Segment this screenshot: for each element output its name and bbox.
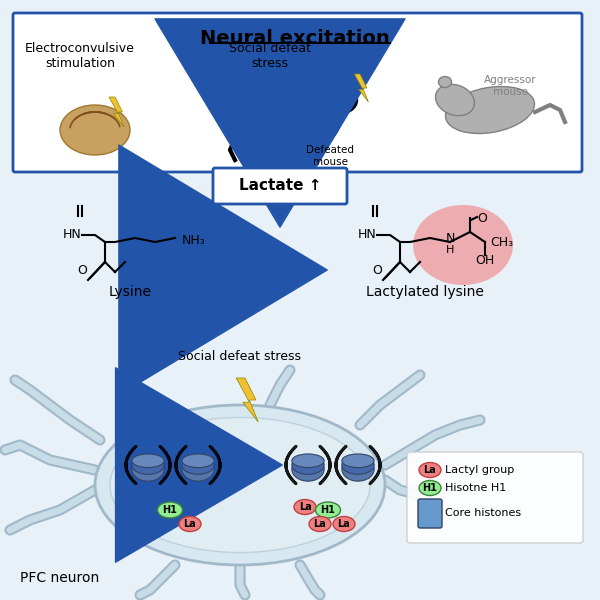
- Text: CH₃: CH₃: [490, 235, 513, 248]
- Ellipse shape: [342, 457, 374, 481]
- Text: H1: H1: [422, 483, 437, 493]
- Text: Lactate ↑: Lactate ↑: [239, 179, 321, 193]
- FancyBboxPatch shape: [407, 452, 583, 543]
- Ellipse shape: [446, 86, 535, 133]
- Text: La: La: [299, 502, 311, 512]
- Ellipse shape: [261, 92, 339, 144]
- Ellipse shape: [132, 455, 164, 475]
- Ellipse shape: [309, 517, 331, 532]
- Text: La: La: [338, 519, 350, 529]
- Ellipse shape: [110, 418, 370, 553]
- Ellipse shape: [182, 455, 214, 475]
- Ellipse shape: [60, 105, 130, 155]
- Text: Defeated
mouse: Defeated mouse: [306, 145, 354, 167]
- Ellipse shape: [292, 455, 324, 475]
- Text: Lysine: Lysine: [109, 285, 151, 299]
- Text: O: O: [477, 211, 487, 224]
- Ellipse shape: [294, 499, 316, 514]
- Ellipse shape: [182, 454, 214, 467]
- Ellipse shape: [132, 457, 164, 481]
- Text: HN: HN: [358, 229, 376, 241]
- FancyBboxPatch shape: [418, 499, 442, 528]
- Ellipse shape: [292, 454, 324, 467]
- Text: O: O: [77, 263, 87, 277]
- Ellipse shape: [323, 86, 358, 114]
- Text: N: N: [445, 232, 455, 245]
- Ellipse shape: [419, 481, 441, 496]
- Text: La: La: [314, 519, 326, 529]
- Text: Social defeat stress: Social defeat stress: [179, 350, 302, 363]
- Polygon shape: [355, 74, 368, 102]
- Ellipse shape: [95, 405, 385, 565]
- Polygon shape: [109, 97, 124, 127]
- Ellipse shape: [436, 85, 475, 116]
- Text: Lactylated lysine: Lactylated lysine: [366, 285, 484, 299]
- Ellipse shape: [439, 76, 452, 88]
- Text: H: H: [446, 245, 454, 255]
- Text: Electroconvulsive
stimulation: Electroconvulsive stimulation: [25, 42, 135, 70]
- Text: Neural excitation: Neural excitation: [200, 29, 390, 48]
- Ellipse shape: [342, 454, 374, 467]
- Ellipse shape: [157, 502, 182, 518]
- Text: PFC neuron: PFC neuron: [20, 571, 99, 585]
- Text: NH₃: NH₃: [182, 233, 206, 247]
- FancyBboxPatch shape: [13, 13, 582, 172]
- Ellipse shape: [419, 463, 441, 478]
- Ellipse shape: [132, 454, 164, 467]
- Text: H1: H1: [320, 505, 335, 515]
- Text: La: La: [424, 465, 436, 475]
- FancyBboxPatch shape: [213, 168, 347, 204]
- Polygon shape: [236, 378, 258, 422]
- Text: H1: H1: [163, 505, 178, 515]
- Ellipse shape: [292, 457, 324, 481]
- Ellipse shape: [316, 502, 341, 518]
- Ellipse shape: [413, 205, 513, 285]
- Text: O: O: [372, 263, 382, 277]
- Text: HN: HN: [62, 229, 82, 241]
- Ellipse shape: [342, 455, 374, 475]
- Ellipse shape: [179, 517, 201, 532]
- Text: Core histones: Core histones: [445, 508, 521, 518]
- Ellipse shape: [349, 80, 361, 90]
- Text: La: La: [184, 519, 196, 529]
- Text: Social defeat
stress: Social defeat stress: [229, 42, 311, 70]
- Text: Lactyl group: Lactyl group: [445, 465, 514, 475]
- Text: Hisotne H1: Hisotne H1: [445, 483, 506, 493]
- Ellipse shape: [182, 457, 214, 481]
- Text: OH: OH: [475, 253, 494, 266]
- Ellipse shape: [333, 517, 355, 532]
- Text: Aggressor
mouse: Aggressor mouse: [484, 75, 536, 97]
